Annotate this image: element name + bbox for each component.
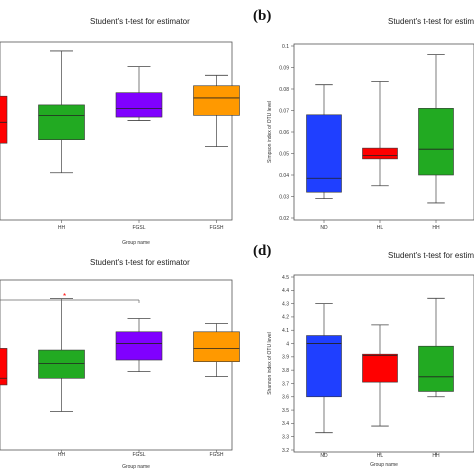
chart-title: Student's t-test for estimator	[388, 17, 474, 26]
x-tick-label: HH	[58, 225, 66, 231]
y-tick-label: 3.3	[282, 434, 289, 440]
panel-label: (d)	[253, 243, 271, 259]
iqr-box	[38, 104, 85, 141]
y-tick-label: 4.5	[282, 275, 289, 281]
chart-panel-3: Student's t-test for estimator Group name…	[0, 258, 240, 470]
panel-label: (b)	[253, 8, 271, 24]
y-tick-label: 4.2	[282, 315, 289, 321]
chart-title: Student's t-test for estimator	[388, 251, 474, 260]
box-HH: HH	[38, 298, 85, 458]
y-tick-label: 0.06	[279, 130, 289, 136]
significance-bracket: *	[0, 292, 140, 303]
plot-frame	[293, 274, 474, 453]
box-FGSH: FGSH	[193, 323, 240, 458]
plot-frame	[0, 279, 233, 451]
iqr-box	[362, 147, 398, 160]
y-tick-label: 0.05	[279, 151, 289, 157]
iqr-box	[362, 353, 398, 383]
iqr-box	[193, 331, 240, 362]
box-FGSL: FGSL	[115, 318, 163, 458]
x-axis-label: Group name	[122, 240, 150, 246]
y-tick-label: 0.1	[282, 44, 289, 50]
y-tick-label: 0.02	[279, 216, 289, 222]
x-axis-label: Group name	[122, 464, 150, 470]
x-tick-label: HL	[377, 225, 384, 231]
y-tick-label: 0.03	[279, 194, 289, 200]
y-tick-label: 3.5	[282, 408, 289, 414]
y-tick-label: 3.7	[282, 381, 289, 387]
x-tick-label: ND	[320, 453, 328, 459]
y-tick-label: 3.6	[282, 395, 289, 401]
y-tick-label: 0.07	[279, 108, 289, 114]
box-ND: ND	[306, 84, 342, 231]
y-tick-label: 3.9	[282, 355, 289, 361]
iqr-box	[418, 108, 454, 176]
y-tick-label: 0.04	[279, 173, 289, 179]
x-tick-label: FGSL	[132, 225, 145, 231]
iqr-box	[115, 92, 163, 118]
iqr-box	[306, 114, 342, 193]
x-tick-label: FGSH	[210, 225, 224, 231]
y-tick-label: 0.08	[279, 87, 289, 93]
iqr-box	[193, 85, 240, 116]
y-axis-label: Shannon index of OTU level	[267, 332, 273, 395]
x-tick-label: FGSL	[132, 452, 145, 458]
box-HH: HH	[418, 297, 454, 459]
box-HL: HL	[362, 324, 398, 459]
x-tick-label: HH	[58, 452, 66, 458]
y-tick-label: 3.4	[282, 421, 289, 427]
box-HH: HH	[38, 50, 85, 231]
x-axis-label: Group name	[370, 462, 398, 468]
iqr-box	[306, 335, 342, 398]
iqr-box	[0, 348, 8, 386]
x-tick-label: ND	[320, 225, 328, 231]
y-tick-label: 3.2	[282, 448, 289, 454]
chart-title: Student's t-test for estimator	[90, 17, 190, 26]
y-tick-label: 4	[286, 341, 289, 347]
box-HH: HH	[418, 54, 454, 231]
iqr-box	[38, 349, 85, 379]
box-ND: ND	[306, 303, 342, 459]
x-tick-label: HL	[377, 453, 384, 459]
iqr-box	[0, 95, 8, 144]
chart-title: Student's t-test for estimator	[90, 258, 190, 267]
chart-panel-2: Student's t-test for estimator (b) 0.02 0.0…	[253, 8, 474, 231]
chart-panel-1: Student's t-test for estimator Group name…	[0, 17, 240, 246]
box-HL: HL	[0, 95, 8, 144]
y-tick-label: 4.1	[282, 328, 289, 334]
box-FGSH: FGSH	[193, 74, 240, 231]
iqr-box	[115, 331, 163, 361]
x-tick-label: HH	[432, 453, 440, 459]
y-axis-label: Simpson index of OTU level	[267, 101, 273, 163]
x-tick-label: FGSH	[210, 452, 224, 458]
plot-frame	[0, 41, 233, 221]
x-tick-label: HH	[432, 225, 440, 231]
y-tick-label: 4.4	[282, 288, 289, 294]
y-tick-label: 0.09	[279, 65, 289, 71]
y-tick-label: 4.3	[282, 301, 289, 307]
chart-panel-4: Student's t-test for estimator (d) 3.2 3.3 3…	[253, 243, 474, 468]
iqr-box	[418, 345, 454, 392]
box-HL: HL	[362, 81, 398, 231]
significance-label: *	[63, 292, 66, 301]
y-tick-label: 3.8	[282, 368, 289, 374]
box-HL: HL	[0, 348, 8, 386]
box-FGSL: FGSL	[115, 66, 163, 231]
